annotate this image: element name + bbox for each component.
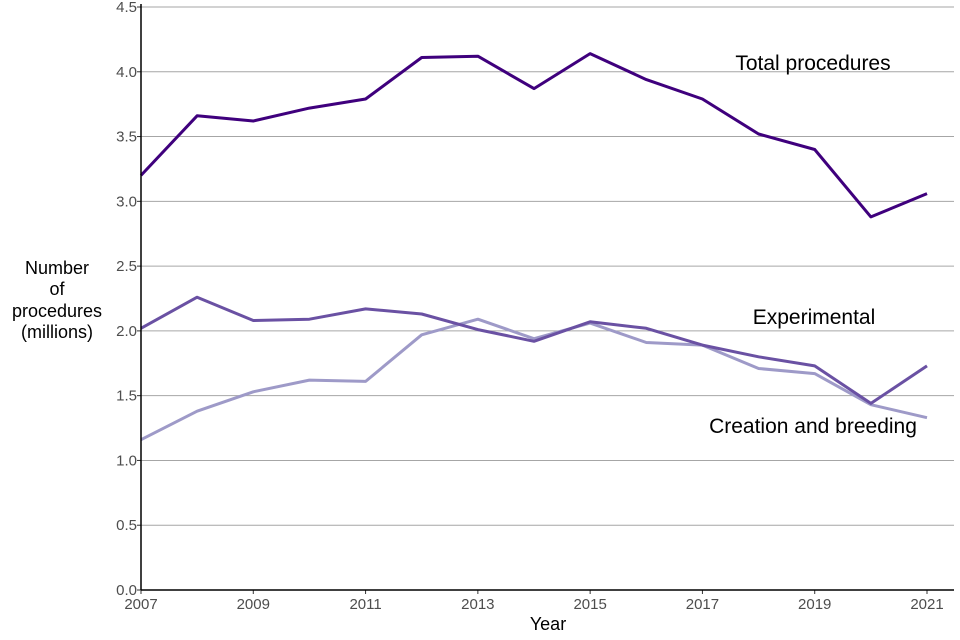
x-tick-label: 2015 [573,596,606,613]
series-line-experimental [140,295,928,405]
y-tick-label: 0.0 [116,582,137,599]
y-tick-label: 0.5 [116,517,137,534]
y-axis-title: Number of procedures (millions) [12,258,102,342]
y-tick-label: 4.0 [116,64,137,81]
y-axis-ticks: 0.0 0.5 1.0 1.5 2.0 2.5 3.0 3.5 4.0 4.5 [116,0,141,599]
y-axis-title-line: procedures [12,301,102,321]
y-tick-label: 3.5 [116,129,137,146]
y-axis-title-line: of [49,279,65,299]
label-total-procedures: Total procedures [735,52,890,75]
x-tick-label: 2013 [461,596,494,613]
x-axis-title: Year [530,614,566,634]
y-tick-label: 1.0 [116,452,137,469]
y-tick-label: 2.0 [116,323,137,340]
x-axis-ticks: 2007 2009 2011 2013 2015 2017 2019 2021 [124,590,944,613]
y-tick-label: 1.5 [116,388,137,405]
y-axis-title-line: (millions) [21,322,93,342]
gridlines [141,6,954,526]
y-axis-title-line: Number [25,258,89,278]
series-lines [139,52,928,442]
x-tick-label: 2007 [124,596,157,613]
series-line-total-procedures [139,52,928,219]
y-tick-label: 3.0 [116,193,137,210]
label-creation-and-breeding: Creation and breeding [709,415,917,438]
x-tick-label: 2009 [237,596,270,613]
x-tick-label: 2021 [910,596,943,613]
y-tick-label: 2.5 [116,258,137,275]
label-experimental: Experimental [753,306,876,329]
x-tick-label: 2011 [349,596,381,613]
x-tick-label: 2017 [686,596,719,613]
x-tick-label: 2019 [798,596,831,613]
y-tick-label: 4.5 [116,0,137,16]
series-line-creation-and-breeding [140,317,928,442]
